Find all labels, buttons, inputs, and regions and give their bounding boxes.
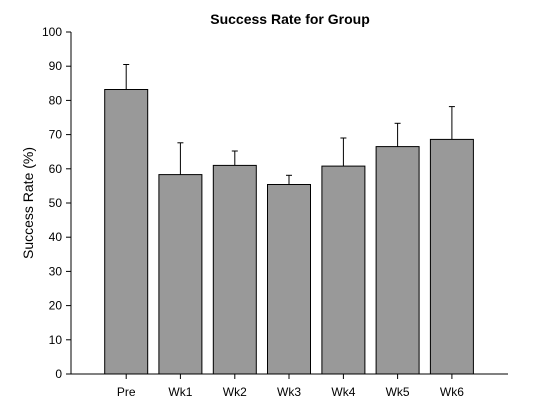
y-tick-label-20: 20 xyxy=(49,299,63,313)
y-axis-label: Success Rate (%) xyxy=(20,147,36,259)
x-tick-label-wk5: Wk5 xyxy=(386,385,410,399)
y-tick-label-0: 0 xyxy=(55,367,62,381)
bars-layer xyxy=(104,89,474,375)
y-tick-label-100: 100 xyxy=(42,25,62,39)
x-tick-label-wk4: Wk4 xyxy=(331,385,355,399)
y-tick-label-80: 80 xyxy=(49,93,63,107)
bar-wk4 xyxy=(321,165,366,375)
bar-wk2 xyxy=(212,164,257,375)
x-tick-label-wk1: Wk1 xyxy=(168,385,192,399)
x-tick-label-wk2: Wk2 xyxy=(223,385,247,399)
bar-wk3 xyxy=(267,184,311,375)
y-ticks-layer: 0 10 20 30 40 50 60 70 80 90 100 xyxy=(42,25,71,381)
chart-title: Success Rate for Group xyxy=(210,11,370,27)
bar-wk1 xyxy=(158,174,203,375)
bar-wk6 xyxy=(429,138,474,375)
y-tick-label-10: 10 xyxy=(49,333,63,347)
y-tick-label-30: 30 xyxy=(49,264,63,278)
x-tick-label-wk3: Wk3 xyxy=(277,385,301,399)
y-tick-label-60: 60 xyxy=(49,162,63,176)
bar-pre xyxy=(104,89,149,375)
error-bars-layer xyxy=(123,64,455,185)
x-tick-label-wk6: Wk6 xyxy=(440,385,464,399)
y-tick-label-70: 70 xyxy=(49,128,63,142)
bar-wk5 xyxy=(375,146,420,375)
y-tick-label-50: 50 xyxy=(49,196,63,210)
y-tick-label-90: 90 xyxy=(49,59,63,73)
y-tick-label-40: 40 xyxy=(49,230,63,244)
x-tick-label-pre: Pre xyxy=(117,385,136,399)
x-ticks-layer: Pre Wk1 Wk2 Wk3 Wk4 Wk5 Wk6 xyxy=(117,374,464,399)
